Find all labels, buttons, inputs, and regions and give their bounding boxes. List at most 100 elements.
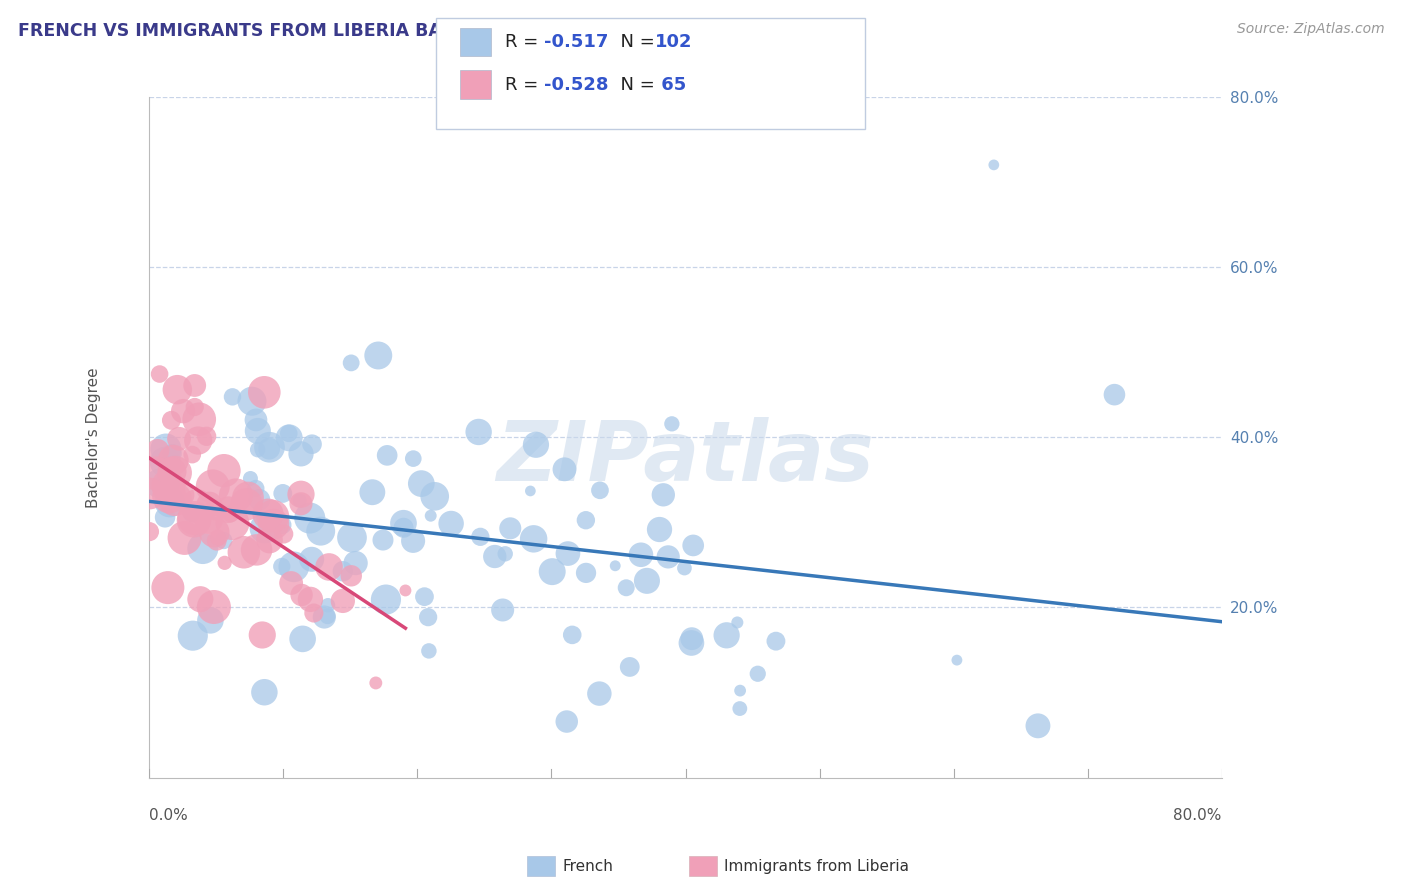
Point <box>681 632 703 646</box>
Point <box>423 489 446 503</box>
Point <box>523 532 546 546</box>
Point <box>661 417 683 431</box>
Point <box>187 434 209 448</box>
Point <box>181 448 204 462</box>
Point <box>492 603 515 617</box>
Point <box>246 442 269 457</box>
Point <box>155 455 177 469</box>
Point <box>374 592 396 607</box>
Point <box>298 511 321 525</box>
Point <box>221 516 243 530</box>
Point <box>240 394 263 409</box>
Point <box>202 599 225 614</box>
Text: French: French <box>562 859 613 873</box>
Point <box>630 548 652 562</box>
Point <box>145 467 167 481</box>
Point <box>290 447 312 461</box>
Point <box>589 483 612 498</box>
Point <box>236 491 259 505</box>
Point <box>371 533 394 547</box>
Point <box>212 464 235 478</box>
Text: 0.0%: 0.0% <box>149 808 188 823</box>
Point <box>332 594 354 608</box>
Point <box>499 521 522 535</box>
Point <box>262 509 284 524</box>
Point <box>204 502 226 516</box>
Point <box>162 491 184 505</box>
Point <box>673 561 696 575</box>
Point <box>183 378 205 392</box>
Point <box>728 701 751 715</box>
Point <box>188 412 211 426</box>
Point <box>402 533 425 548</box>
Point <box>725 615 748 630</box>
Point <box>202 525 225 540</box>
Point <box>159 495 181 509</box>
Point <box>219 507 242 521</box>
Point <box>221 390 243 404</box>
Point <box>205 533 228 548</box>
Point <box>166 383 188 397</box>
Point <box>316 609 339 624</box>
Point <box>172 488 194 502</box>
Point <box>314 610 336 624</box>
Point <box>681 636 703 650</box>
Point <box>155 442 177 456</box>
Point <box>173 531 195 545</box>
Point <box>747 666 769 681</box>
Point <box>257 507 280 521</box>
Point <box>207 531 229 545</box>
Point <box>252 628 274 642</box>
Point <box>291 588 314 602</box>
Point <box>652 488 675 502</box>
Point <box>302 606 325 620</box>
Text: -0.528: -0.528 <box>544 76 609 94</box>
Point <box>163 466 186 480</box>
Point <box>162 453 184 467</box>
Point <box>263 517 285 532</box>
Point <box>575 513 598 527</box>
Point <box>239 471 262 485</box>
Point <box>392 516 415 531</box>
Point <box>1104 387 1126 401</box>
Point <box>200 613 222 627</box>
Point <box>301 437 323 451</box>
Point <box>588 687 610 701</box>
Point <box>402 451 425 466</box>
Point <box>257 442 280 456</box>
Point <box>419 508 441 523</box>
Text: R =: R = <box>505 33 544 51</box>
Point <box>309 524 332 538</box>
Point <box>467 425 489 439</box>
Point <box>195 429 218 443</box>
Point <box>253 521 276 535</box>
Point <box>156 581 179 595</box>
Point <box>418 610 440 624</box>
Point <box>201 479 224 493</box>
Point <box>184 400 207 414</box>
Point <box>557 547 579 561</box>
Point <box>156 477 179 491</box>
Point <box>340 569 363 583</box>
Text: Immigrants from Liberia: Immigrants from Liberia <box>724 859 910 873</box>
Point <box>614 581 637 595</box>
Point <box>494 547 516 561</box>
Point <box>290 497 312 511</box>
Point <box>575 566 598 580</box>
Text: FRENCH VS IMMIGRANTS FROM LIBERIA BACHELOR'S DEGREE CORRELATION CHART: FRENCH VS IMMIGRANTS FROM LIBERIA BACHEL… <box>18 22 837 40</box>
Point <box>340 531 363 545</box>
Text: Source: ZipAtlas.com: Source: ZipAtlas.com <box>1237 22 1385 37</box>
Point <box>245 482 267 496</box>
Point <box>283 559 305 574</box>
Point <box>160 465 183 479</box>
Point <box>561 628 583 642</box>
Point <box>411 476 433 491</box>
Point <box>392 521 415 535</box>
Point <box>364 676 387 690</box>
Point <box>361 485 384 500</box>
Point <box>172 404 194 418</box>
Point <box>375 448 398 462</box>
Point <box>367 349 389 363</box>
Point <box>553 462 575 476</box>
Point <box>160 446 183 460</box>
